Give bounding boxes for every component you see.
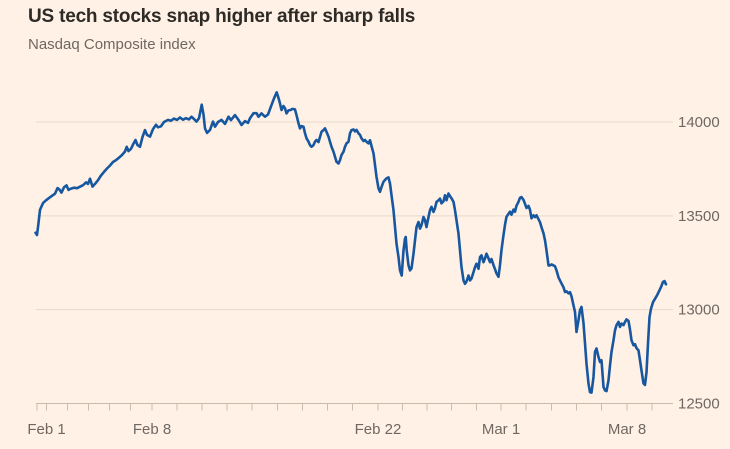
x-axis-label: Mar 8 <box>608 421 646 438</box>
chart-subtitle: Nasdaq Composite index <box>28 36 196 53</box>
x-axis-label: Feb 1 <box>27 421 65 438</box>
y-axis-label: 13500 <box>678 208 720 225</box>
x-axis-label: Feb 8 <box>133 421 171 438</box>
y-axis-label: 12500 <box>678 396 720 413</box>
y-axis-label: 13000 <box>678 302 720 319</box>
price-line <box>34 91 668 394</box>
chart-title: US tech stocks snap higher after sharp f… <box>28 6 416 27</box>
x-axis-label: Feb 22 <box>355 421 402 438</box>
x-axis-label: Mar 1 <box>482 421 520 438</box>
y-axis-label: 14000 <box>678 114 720 131</box>
